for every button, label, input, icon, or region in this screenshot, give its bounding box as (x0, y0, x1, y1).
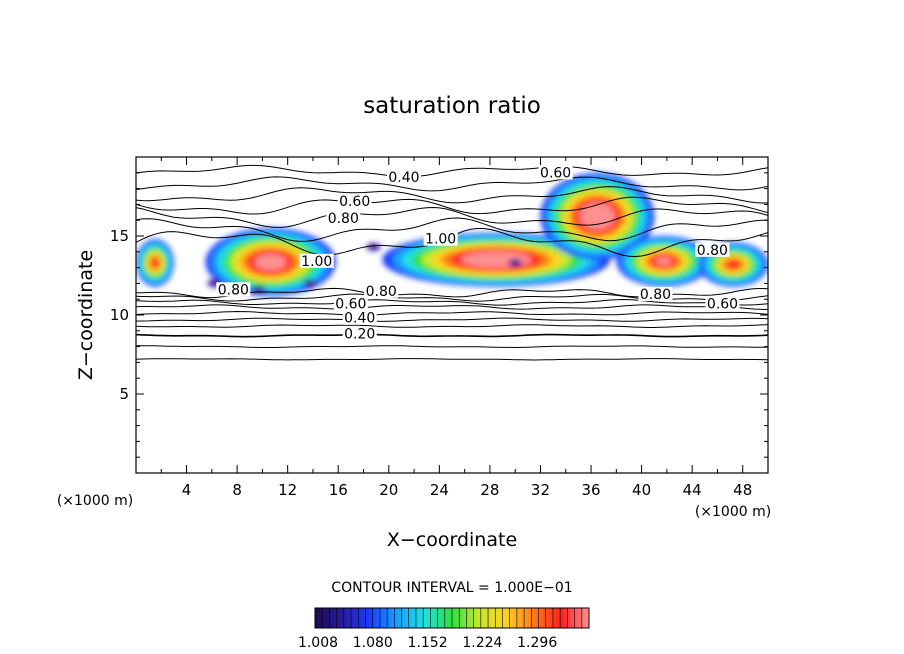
contour-line (136, 298, 768, 306)
contour-label-bg (342, 326, 377, 341)
x-tick-label: 20 (379, 481, 398, 499)
x-unit-label-right: (×1000 m) (695, 504, 771, 520)
contour-label: 0.60 (339, 194, 370, 210)
contour-label: 0.60 (540, 165, 571, 181)
chart-title: saturation ratio (363, 93, 541, 119)
x-tick-label: 24 (430, 481, 449, 499)
contour-label-bg (386, 170, 421, 185)
contour-label-bg (337, 193, 372, 208)
contour-label-bg (538, 165, 573, 180)
saturation-fill (589, 210, 606, 223)
contour-label-bg (216, 282, 251, 297)
contour-label: 0.60 (707, 297, 738, 313)
x-tick-label: 32 (531, 481, 550, 499)
contour-label-bg (705, 296, 740, 311)
plot-frame (135, 156, 769, 474)
contour-interval-text: CONTOUR INTERVAL = 1.000E−01 (331, 580, 572, 596)
saturation-fill (655, 257, 672, 266)
contour-label: 0.60 (335, 297, 366, 313)
contour-line (136, 317, 768, 322)
contour-label-bg (423, 231, 458, 246)
contour-line (136, 333, 768, 338)
contour-label-bg (638, 287, 673, 302)
x-tick-label: 28 (480, 481, 499, 499)
colorbar: 1.008 1.080 1.152 1.224 1.296 (298, 607, 590, 651)
contour-line (136, 217, 768, 242)
colorbar-tick-label: 1.080 (353, 635, 393, 651)
colorbar-tick-label: 1.224 (462, 635, 502, 651)
contour-label-bg (326, 211, 361, 226)
contour-lines-layer (136, 164, 768, 361)
contour-label: 0.80 (640, 287, 671, 303)
y-tick-label: 15 (110, 227, 129, 245)
contour-line (136, 345, 768, 349)
contour-line (136, 206, 768, 228)
contour-labels: 0.200.400.600.800.801.001.000.800.600.40… (216, 165, 740, 343)
x-tick-label: 44 (683, 481, 702, 499)
x-tick-label: 40 (632, 481, 651, 499)
x-tick-label: 48 (733, 481, 752, 499)
y-tick-label: 10 (110, 306, 129, 324)
contour-label-bg (299, 253, 334, 268)
contour-line (136, 304, 768, 310)
colorbar-tick-label: 1.152 (408, 635, 448, 651)
x-axis: 4 8 12 16 20 24 28 32 36 40 44 48 (160, 157, 752, 499)
contour-label: 1.00 (301, 254, 332, 270)
y-tick-label: 5 (119, 385, 129, 403)
y-axis: 5 10 15 (110, 172, 768, 458)
contour-label: 0.80 (218, 282, 249, 298)
x-tick-label: 36 (581, 481, 600, 499)
colorbar-tick-label: 1.296 (517, 635, 557, 651)
plot-content (136, 164, 768, 361)
x-tick-label: 4 (182, 481, 192, 499)
x-axis-title: X−coordinate (387, 529, 517, 551)
contour-label: 0.80 (328, 211, 359, 227)
contour-line (136, 176, 768, 192)
contour-label: 0.40 (344, 311, 375, 327)
contour-label-bg (364, 283, 399, 298)
contour-label: 0.80 (697, 243, 728, 259)
low-saturation-patch (508, 258, 523, 267)
saturation-fill (480, 255, 512, 264)
contour-line (136, 358, 768, 361)
colorbar-tick-label: 1.008 (298, 635, 338, 651)
y-axis-title: Z−coordinate (75, 250, 97, 380)
contour-label: 0.20 (344, 327, 375, 343)
x-tick-label: 16 (329, 481, 348, 499)
contour-line (136, 164, 768, 178)
contour-line (136, 310, 768, 316)
contour-label: 0.40 (388, 170, 419, 186)
saturation-fill (151, 258, 159, 268)
x-unit-label-left: (×1000 m) (57, 493, 133, 509)
saturation-fill (726, 260, 740, 269)
low-saturation-patch (303, 279, 318, 288)
saturation-fill (260, 256, 281, 268)
contour-label-bg (333, 296, 368, 311)
contour-label: 1.00 (425, 232, 456, 248)
contour-label-bg (695, 242, 730, 257)
low-saturation-patch (366, 243, 381, 252)
contour-line (136, 186, 768, 204)
contour-label-bg (342, 310, 377, 325)
x-tick-label: 12 (278, 481, 297, 499)
contour-label: 0.80 (366, 284, 397, 300)
contour-line (136, 324, 768, 328)
x-tick-label: 8 (232, 481, 242, 499)
saturation-fill-layer (136, 172, 768, 297)
contour-line (136, 196, 768, 215)
